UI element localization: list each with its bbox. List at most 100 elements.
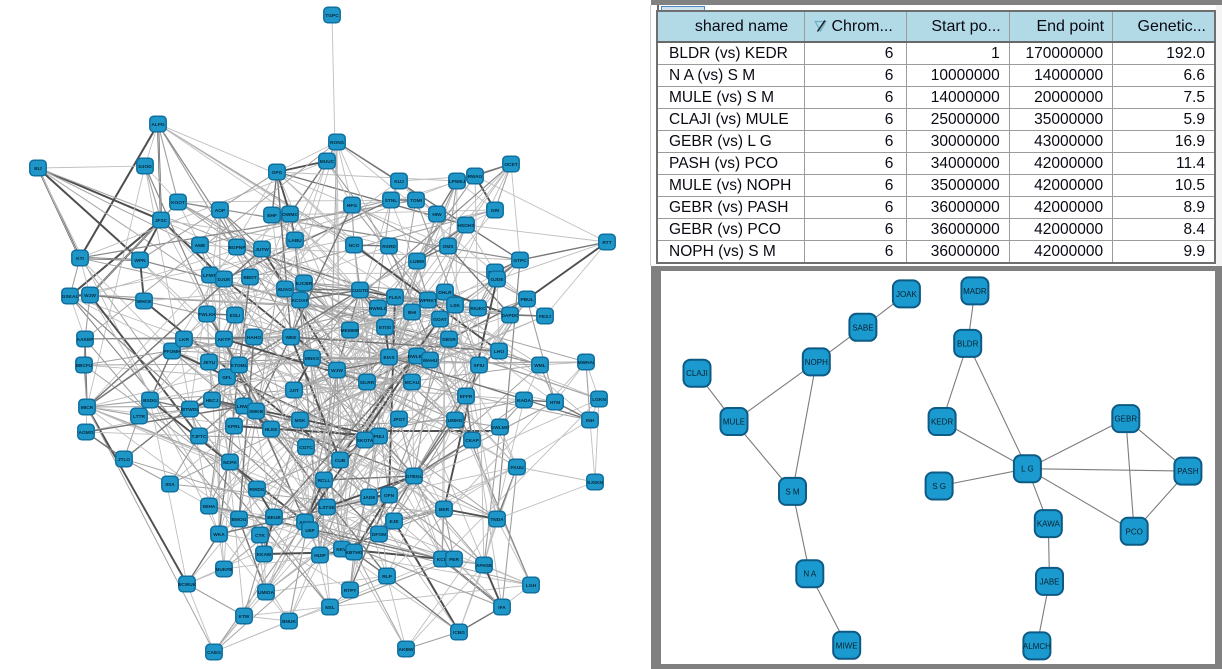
svg-text:RWAG: RWAG [468, 174, 483, 180]
svg-text:MSK: MSK [295, 418, 306, 424]
svg-text:EJCBR: EJCBR [296, 281, 313, 287]
svg-text:FWLKH: FWLKH [198, 312, 216, 318]
svg-text:HTM: HTM [550, 400, 560, 406]
svg-text:KCD: KCD [437, 557, 448, 563]
svg-text:OFN: OFN [384, 493, 395, 499]
svg-text:LSK: LSK [450, 303, 460, 309]
svg-text:BER: BER [439, 507, 450, 513]
svg-text:SMKB: SMKB [249, 409, 264, 415]
svg-text:MICR: MICR [81, 405, 94, 411]
svg-text:KTOML: KTOML [231, 363, 248, 369]
svg-text:AME: AME [195, 243, 206, 249]
svg-text:PBUL: PBUL [520, 297, 533, 303]
svg-text:N A: N A [803, 570, 817, 579]
svg-text:MNKS: MNKS [305, 356, 320, 362]
svg-text:KTW: KTW [239, 614, 250, 620]
svg-text:DBSR: DBSR [442, 337, 456, 343]
svg-text:HECJ: HECJ [206, 398, 219, 404]
svg-text:GRI: GRI [491, 208, 500, 214]
svg-text:S M: S M [785, 487, 800, 496]
svg-text:JOAK: JOAK [896, 290, 918, 299]
svg-text:BGPNP: BGPNP [228, 245, 246, 251]
svg-text:BLDR: BLDR [957, 339, 979, 348]
svg-text:LRWH: LRWH [237, 404, 252, 410]
svg-text:NOPH: NOPH [805, 358, 828, 367]
svg-text:TGPC: TGPC [325, 13, 339, 19]
svg-text:DAPDC: DAPDC [501, 313, 519, 319]
svg-text:MIWE: MIWE [836, 641, 858, 650]
svg-text:AOMO: AOMO [79, 430, 94, 436]
svg-text:TNDA: TNDA [490, 517, 504, 523]
svg-text:CTK: CTK [255, 533, 265, 539]
svg-text:WML: WML [534, 363, 546, 369]
svg-text:WEE: WEE [286, 335, 298, 341]
svg-text:JADE: JADE [363, 495, 377, 501]
svg-text:BIJ: BIJ [34, 166, 42, 172]
svg-text:BBCFU: BBCFU [76, 363, 93, 369]
svg-text:KCOAF: KCOAF [291, 298, 308, 304]
svg-text:ALPG: ALPG [151, 122, 165, 128]
svg-text:JUTW: JUTW [255, 247, 269, 253]
svg-text:SFIU: SFIU [474, 363, 485, 369]
svg-text:MJAO: MJAO [278, 287, 292, 293]
svg-text:FESJ: FESJ [539, 314, 551, 320]
svg-text:JETU: JETU [203, 360, 216, 366]
svg-text:L G: L G [1021, 465, 1034, 474]
svg-text:HIW: HIW [432, 212, 442, 218]
svg-text:WIHA: WIHA [203, 504, 216, 510]
svg-text:CKAP: CKAP [465, 438, 479, 444]
svg-text:KPRL: KPRL [227, 424, 240, 430]
svg-text:LHO: LHO [494, 349, 504, 355]
svg-text:CLAJI: CLAJI [686, 369, 708, 378]
svg-text:WPRKT: WPRKT [419, 298, 437, 304]
svg-text:SABE: SABE [852, 323, 873, 332]
svg-text:ESLI: ESLI [230, 313, 241, 319]
svg-text:OJDE: OJDE [490, 277, 504, 283]
svg-text:JPGT: JPGT [393, 417, 406, 423]
svg-text:MULE: MULE [723, 418, 745, 427]
svg-text:SJSKN: SJSKN [587, 480, 604, 486]
svg-text:KEDR: KEDR [931, 418, 953, 427]
svg-text:LPWEJ: LPWEJ [449, 179, 466, 185]
svg-text:HUIP: HUIP [314, 553, 326, 559]
svg-text:DFOM: DFOM [372, 532, 386, 538]
svg-text:ETISI: ETISI [379, 325, 392, 331]
svg-text:KUJ: KUJ [394, 179, 404, 185]
svg-text:WJW: WJW [84, 293, 96, 299]
svg-text:PIEJ: PIEJ [374, 434, 385, 440]
svg-text:JTLO: JTLO [118, 457, 131, 463]
svg-text:RTT: RTT [602, 240, 611, 246]
svg-text:HLEE: HLEE [265, 427, 279, 433]
svg-text:NCPK: NCPK [223, 460, 237, 466]
svg-text:AKTP: AKTP [217, 337, 231, 343]
svg-text:CUGTD: CUGTD [351, 288, 369, 294]
svg-text:RWDG: RWDG [249, 487, 264, 493]
svg-text:WJW: WJW [331, 368, 343, 374]
svg-text:GTPC: GTPC [513, 258, 527, 264]
svg-text:AKBW: AKBW [399, 647, 414, 653]
svg-text:BBDT: BBDT [243, 275, 256, 281]
svg-text:SILRR: SILRR [360, 380, 375, 386]
svg-text:RONS: RONS [330, 140, 345, 146]
svg-text:CAEG: CAEG [207, 650, 221, 656]
svg-text:PCO: PCO [1126, 527, 1143, 536]
svg-text:LSTSE: LSTSE [319, 505, 335, 511]
svg-text:RIUKC: RIUKC [470, 306, 486, 312]
svg-text:KAWA: KAWA [1037, 520, 1061, 529]
svg-text:NSL: NSL [325, 605, 335, 611]
svg-text:CGTC: CGTC [299, 445, 313, 451]
svg-text:KOOT: KOOT [171, 200, 185, 206]
svg-text:FKUU: FKUU [510, 465, 524, 471]
svg-text:WKA: WKA [213, 532, 225, 538]
svg-text:GFL: GFL [222, 375, 232, 381]
svg-text:WAHU: WAHU [423, 358, 438, 364]
svg-text:DHLR: DHLR [438, 290, 452, 296]
svg-text:JJIT: JJIT [289, 388, 299, 394]
svg-text:LABU: LABU [288, 238, 302, 244]
svg-text:BEUB: BEUB [267, 515, 281, 521]
svg-text:HSOHS: HSOHS [457, 223, 475, 229]
svg-text:MEMMN: MEMMN [341, 328, 360, 334]
svg-text:GWLMO: GWLMO [491, 425, 510, 431]
svg-text:DJUK: DJUK [217, 277, 231, 283]
svg-text:RTPT: RTPT [344, 588, 357, 594]
